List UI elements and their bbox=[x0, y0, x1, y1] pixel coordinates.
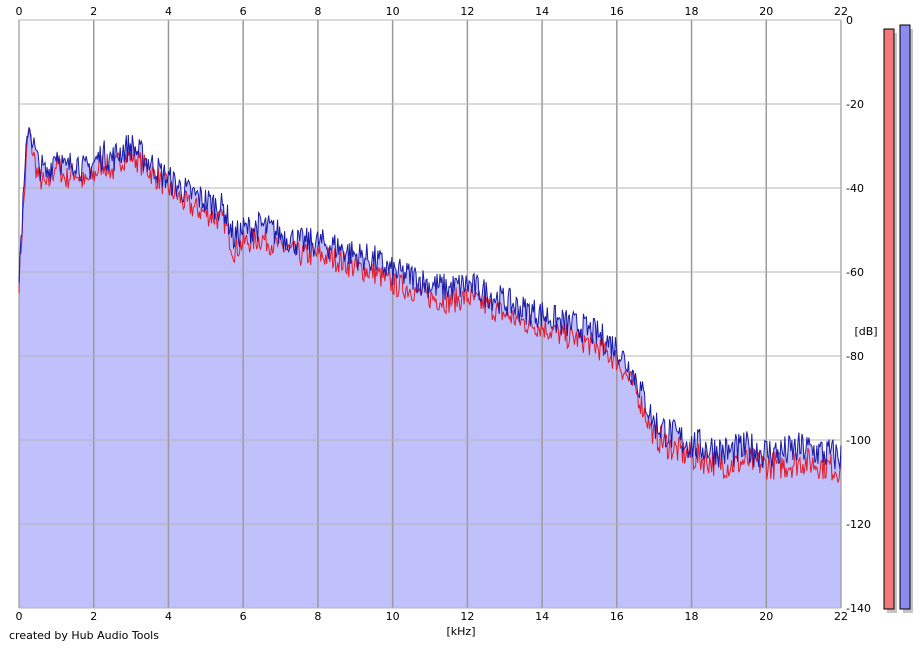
channel-2-spectrum-line bbox=[18, 127, 842, 470]
channel-1-level-meter bbox=[883, 28, 895, 610]
y-tick-label: -40 bbox=[846, 182, 864, 195]
x-tick-label-top: 6 bbox=[240, 5, 247, 18]
x-tick-label-top: 12 bbox=[460, 5, 474, 18]
y-tick-label: -60 bbox=[846, 266, 864, 279]
y-tick-label: 0 bbox=[846, 14, 853, 27]
x-tick-label-top: 2 bbox=[90, 5, 97, 18]
y-tick-label: -20 bbox=[846, 98, 864, 111]
x-tick-label: 14 bbox=[535, 610, 549, 623]
x-tick-label-top: 20 bbox=[759, 5, 773, 18]
x-tick-label: 6 bbox=[240, 610, 247, 623]
y-tick-label: -100 bbox=[846, 434, 871, 447]
x-tick-label: 8 bbox=[314, 610, 321, 623]
x-tick-label: 4 bbox=[165, 610, 172, 623]
grid-lines bbox=[18, 19, 842, 609]
x-tick-label-top: 8 bbox=[314, 5, 321, 18]
spectrum-fill-area bbox=[19, 127, 841, 609]
y-tick-label: -80 bbox=[846, 350, 864, 363]
credit-text: created by Hub Audio Tools bbox=[9, 629, 159, 642]
y-axis-label: [dB] bbox=[854, 325, 877, 338]
x-tick-label-top: 10 bbox=[386, 5, 400, 18]
channel-2-level-meter bbox=[899, 24, 911, 610]
x-tick-label-top: 16 bbox=[610, 5, 624, 18]
x-tick-label-top: 18 bbox=[685, 5, 699, 18]
x-tick-label: 16 bbox=[610, 610, 624, 623]
x-tick-label-top: 14 bbox=[535, 5, 549, 18]
x-axis-label: [kHz] bbox=[447, 625, 476, 638]
x-tick-label: 2 bbox=[90, 610, 97, 623]
x-tick-label: 12 bbox=[460, 610, 474, 623]
axis-tick-labels: 002244668810101212141416161818202022220-… bbox=[16, 5, 871, 623]
y-tick-label: -120 bbox=[846, 518, 871, 531]
channel-1-spectrum-line bbox=[18, 127, 842, 483]
y-tick-label: -140 bbox=[846, 602, 871, 615]
x-tick-label: 20 bbox=[759, 610, 773, 623]
level-meters bbox=[883, 24, 913, 613]
x-tick-label: 0 bbox=[16, 610, 23, 623]
x-tick-label: 22 bbox=[834, 610, 848, 623]
x-tick-label: 10 bbox=[386, 610, 400, 623]
x-tick-label-top: 0 bbox=[16, 5, 23, 18]
x-tick-label: 18 bbox=[685, 610, 699, 623]
x-tick-label-top: 4 bbox=[165, 5, 172, 18]
x-tick-label-top: 22 bbox=[834, 5, 848, 18]
